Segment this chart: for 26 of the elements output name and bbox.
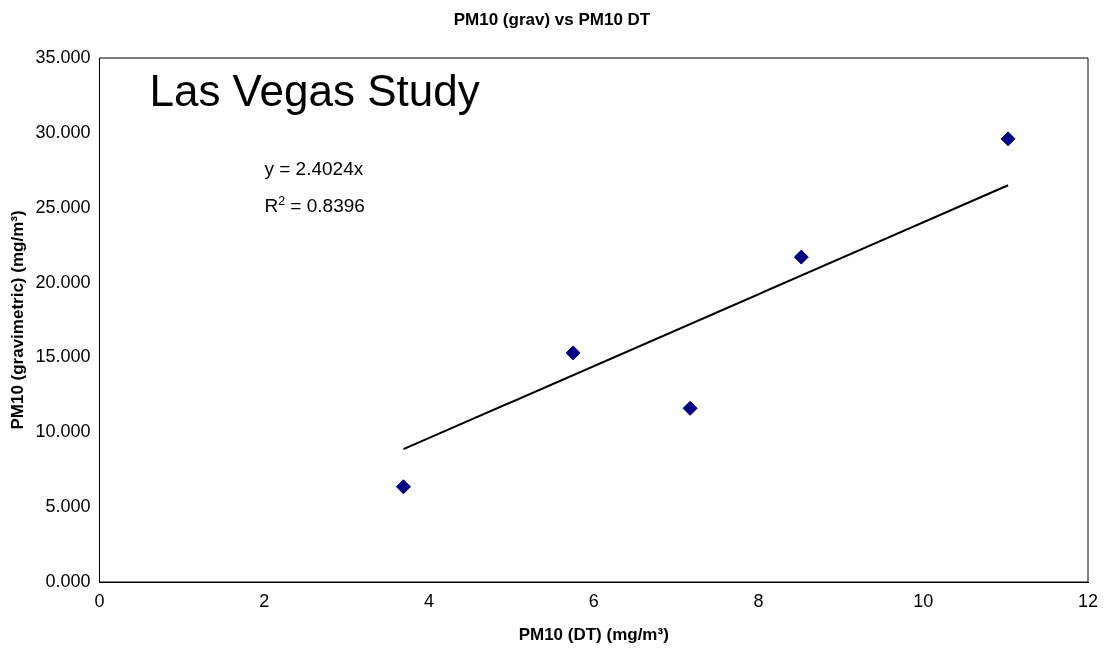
y-tick-label: 35.000 — [35, 46, 91, 67]
y-tick-label: 30.000 — [35, 121, 91, 142]
x-tick-label: 4 — [423, 590, 434, 611]
x-tick-label: 12 — [1077, 590, 1099, 611]
x-tick-label: 10 — [913, 590, 934, 611]
x-tick-label: 8 — [753, 590, 764, 611]
point — [793, 249, 809, 265]
y-axis-title: PM10 (gravimetric) (mg/m³) — [7, 210, 27, 430]
y-tick-label: 5.000 — [45, 496, 91, 517]
annotation: y = 2.4024x — [264, 158, 364, 180]
chart-title: PM10 (grav) vs PM10 DT — [452, 10, 652, 30]
point — [395, 479, 411, 495]
annotation: Las Vegas Study — [149, 66, 480, 116]
x-tick-label: 0 — [94, 590, 105, 611]
x-tick-label: 6 — [588, 590, 599, 611]
point — [565, 345, 581, 361]
y-tick-label: 0.000 — [45, 570, 91, 591]
point — [682, 400, 698, 416]
x-axis-title: PM10 (DT) (mg/m³) — [518, 625, 669, 645]
point — [1000, 131, 1016, 147]
y-tick-label: 15.000 — [35, 346, 91, 367]
x-tick-label: 2 — [259, 590, 270, 611]
y-tick-label: 10.000 — [35, 421, 91, 442]
y-tick-label: 20.000 — [35, 271, 91, 292]
y-tick-label: 25.000 — [35, 196, 91, 217]
annotation: R$^{2}$ = 0.8396 — [264, 194, 365, 218]
